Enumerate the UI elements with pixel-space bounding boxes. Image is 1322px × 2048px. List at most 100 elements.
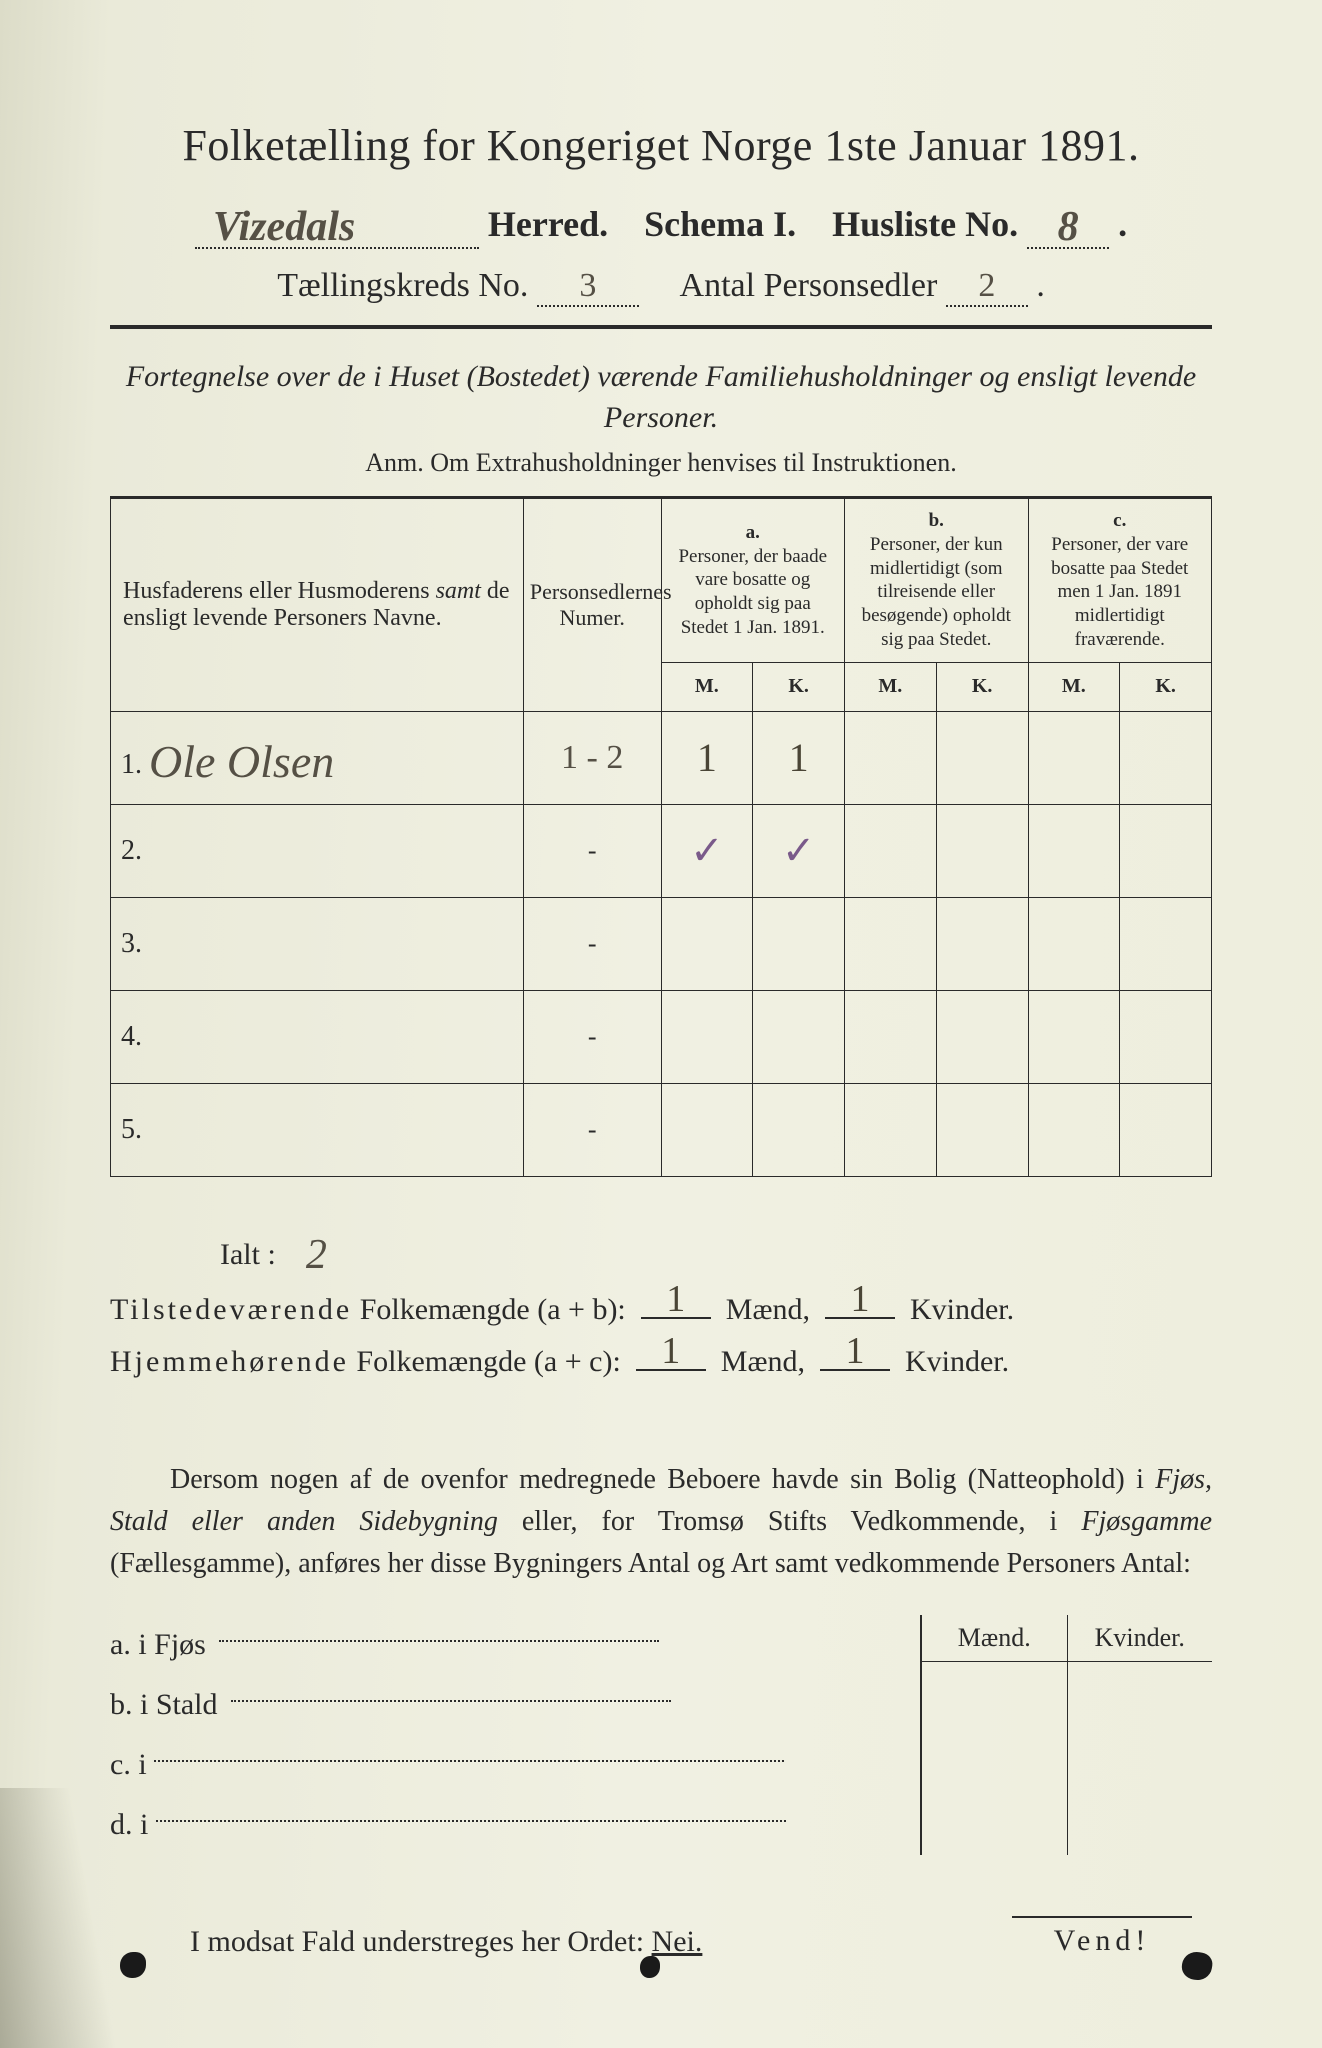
c — [1120, 897, 1212, 990]
c — [845, 990, 937, 1083]
antal-value: 2 — [978, 267, 995, 304]
period: . — [1118, 204, 1127, 244]
c — [753, 990, 845, 1083]
nei-word: Nei. — [652, 1925, 703, 1958]
ialt-value: 2 — [306, 1232, 327, 1278]
c — [661, 1083, 753, 1176]
ialt-label: Ialt : — [220, 1238, 276, 1271]
mk-m: Mænd. — [922, 1615, 1068, 1661]
census-tbody: 1. Ole Olsen 1 - 2 1 1 2. - ✓ ✓ — [111, 711, 1212, 1176]
totals-block: Ialt : 2 Tilstedeværende Folkemængde (a … — [110, 1227, 1212, 1379]
mk-box: Mænd. Kvinder. — [920, 1615, 1212, 1855]
c — [936, 1083, 1028, 1176]
th-c: c. Personer, der vare bosatte paa Stedet… — [1028, 498, 1212, 663]
row-1-cK — [1120, 711, 1212, 804]
c — [1028, 1083, 1120, 1176]
row-3-pnum: - — [523, 897, 661, 990]
build-d: d. i — [110, 1795, 920, 1855]
th-a-m: M. — [661, 662, 753, 711]
c — [936, 990, 1028, 1083]
pp2: eller, for Tromsø Stifts Vedkommende, i — [498, 1506, 1082, 1537]
tilstede-row: Tilstedeværende Folkemængde (a + b): 1 M… — [110, 1293, 1212, 1327]
folkm1: Folkemængde — [352, 1293, 537, 1326]
mk-header: Mænd. Kvinder. — [922, 1615, 1212, 1662]
antal-field: 2 — [946, 267, 1028, 307]
maend2: Mænd, — [721, 1345, 805, 1378]
th-b-text: Personer, der kun midlertidigt (som tilr… — [862, 534, 1011, 650]
row-4-pnum: - — [523, 990, 661, 1083]
row-4-name: 4. — [111, 990, 524, 1083]
subtitle-italic: Fortegnelse over de i Huset (Bostedet) v… — [110, 357, 1212, 438]
hm-val: 1 — [661, 1329, 680, 1373]
c — [936, 897, 1028, 990]
row-1-pnum: 1 - 2 — [523, 711, 661, 804]
row-5-name: 5. — [111, 1083, 524, 1176]
dots-c — [154, 1760, 784, 1762]
herred-label: Herred. — [488, 204, 608, 244]
hk-slot: 1 — [820, 1369, 890, 1371]
anm-note: Anm. Om Extrahusholdninger henvises til … — [110, 448, 1212, 478]
c — [1028, 897, 1120, 990]
th-b: b. Personer, der kun midlertidigt (som t… — [845, 498, 1029, 663]
divider-1 — [110, 325, 1212, 329]
c — [845, 897, 937, 990]
scan-shadow — [0, 1788, 120, 2048]
row-1-num: 1. — [121, 749, 142, 780]
th-c-label: c. — [1113, 510, 1126, 531]
c — [661, 990, 753, 1083]
table-row: 1. Ole Olsen 1 - 2 1 1 — [111, 711, 1212, 804]
tk-val: 1 — [850, 1277, 869, 1321]
hjemme-sp: Hjemmehørende — [110, 1345, 349, 1378]
ialt-row: Ialt : 2 — [110, 1227, 1212, 1275]
vend-label: Vend! — [1012, 1916, 1192, 1958]
census-form-page: Folketælling for Kongeriget Norge 1ste J… — [0, 0, 1322, 2048]
inkblot-left — [120, 1952, 146, 1978]
buildings-list: a. i Fjøs b. i Stald c. i d. i — [110, 1615, 920, 1855]
dots-d — [156, 1820, 786, 1822]
table-row: 3. - — [111, 897, 1212, 990]
th-a-k: K. — [753, 662, 845, 711]
hk-val: 1 — [845, 1329, 864, 1373]
header-line-2: Vizedals Herred. Schema I. Husliste No. … — [110, 199, 1212, 249]
kreds-field: 3 — [537, 267, 639, 307]
mk-body — [922, 1662, 1212, 1855]
hjemme-row: Hjemmehørende Folkemængde (a + c): 1 Mæn… — [110, 1345, 1212, 1379]
row-5-pnum: - — [523, 1083, 661, 1176]
outbuildings-paragraph: Dersom nogen af de ovenfor medregnede Be… — [110, 1459, 1212, 1585]
pp3: (Fællesgamme), anføres her disse Bygning… — [110, 1548, 1191, 1579]
c — [1120, 990, 1212, 1083]
tk-slot: 1 — [825, 1317, 895, 1319]
th-c-text: Personer, der vare bosatte paa Stedet me… — [1051, 534, 1188, 650]
mk-m-col — [922, 1662, 1068, 1855]
antal-label: Antal Personsedler — [680, 267, 938, 304]
dots-a — [219, 1640, 659, 1642]
row-1-person: Ole Olsen — [149, 736, 334, 787]
row-3-name: 3. — [111, 897, 524, 990]
tilstede-sp: Tilstedeværende — [110, 1293, 352, 1326]
c — [1028, 990, 1120, 1083]
pp-it2: Fjøsgamme — [1081, 1506, 1212, 1537]
row-2-cM — [1028, 804, 1120, 897]
herred-value: Vizedals — [213, 204, 355, 250]
header-line-3: Tællingskreds No. 3 Antal Personsedler 2… — [110, 267, 1212, 307]
row-2-name: 2. — [111, 804, 524, 897]
build-a: a. i Fjøs — [110, 1615, 920, 1675]
table-row: 2. - ✓ ✓ — [111, 804, 1212, 897]
tm-val: 1 — [666, 1277, 685, 1321]
table-row: 4. - — [111, 990, 1212, 1083]
row-2-aM: ✓ — [661, 804, 753, 897]
dots-b — [231, 1700, 671, 1702]
row-1-cM — [1028, 711, 1120, 804]
th-num: Personsedlernes Numer. — [523, 498, 661, 712]
row-2-bM — [845, 804, 937, 897]
maend1: Mænd, — [726, 1293, 810, 1326]
table-row: 5. - — [111, 1083, 1212, 1176]
row-1-aM: 1 — [661, 711, 753, 804]
th-a-text: Personer, der baade vare bosatte og opho… — [678, 546, 827, 638]
th-b-k: K. — [936, 662, 1028, 711]
husliste-field: 8 — [1027, 199, 1109, 249]
row-2-pnum: - — [523, 804, 661, 897]
kreds-label: Tællingskreds No. — [277, 267, 528, 304]
ac: (a + c): — [534, 1345, 621, 1378]
row-2-bK — [936, 804, 1028, 897]
